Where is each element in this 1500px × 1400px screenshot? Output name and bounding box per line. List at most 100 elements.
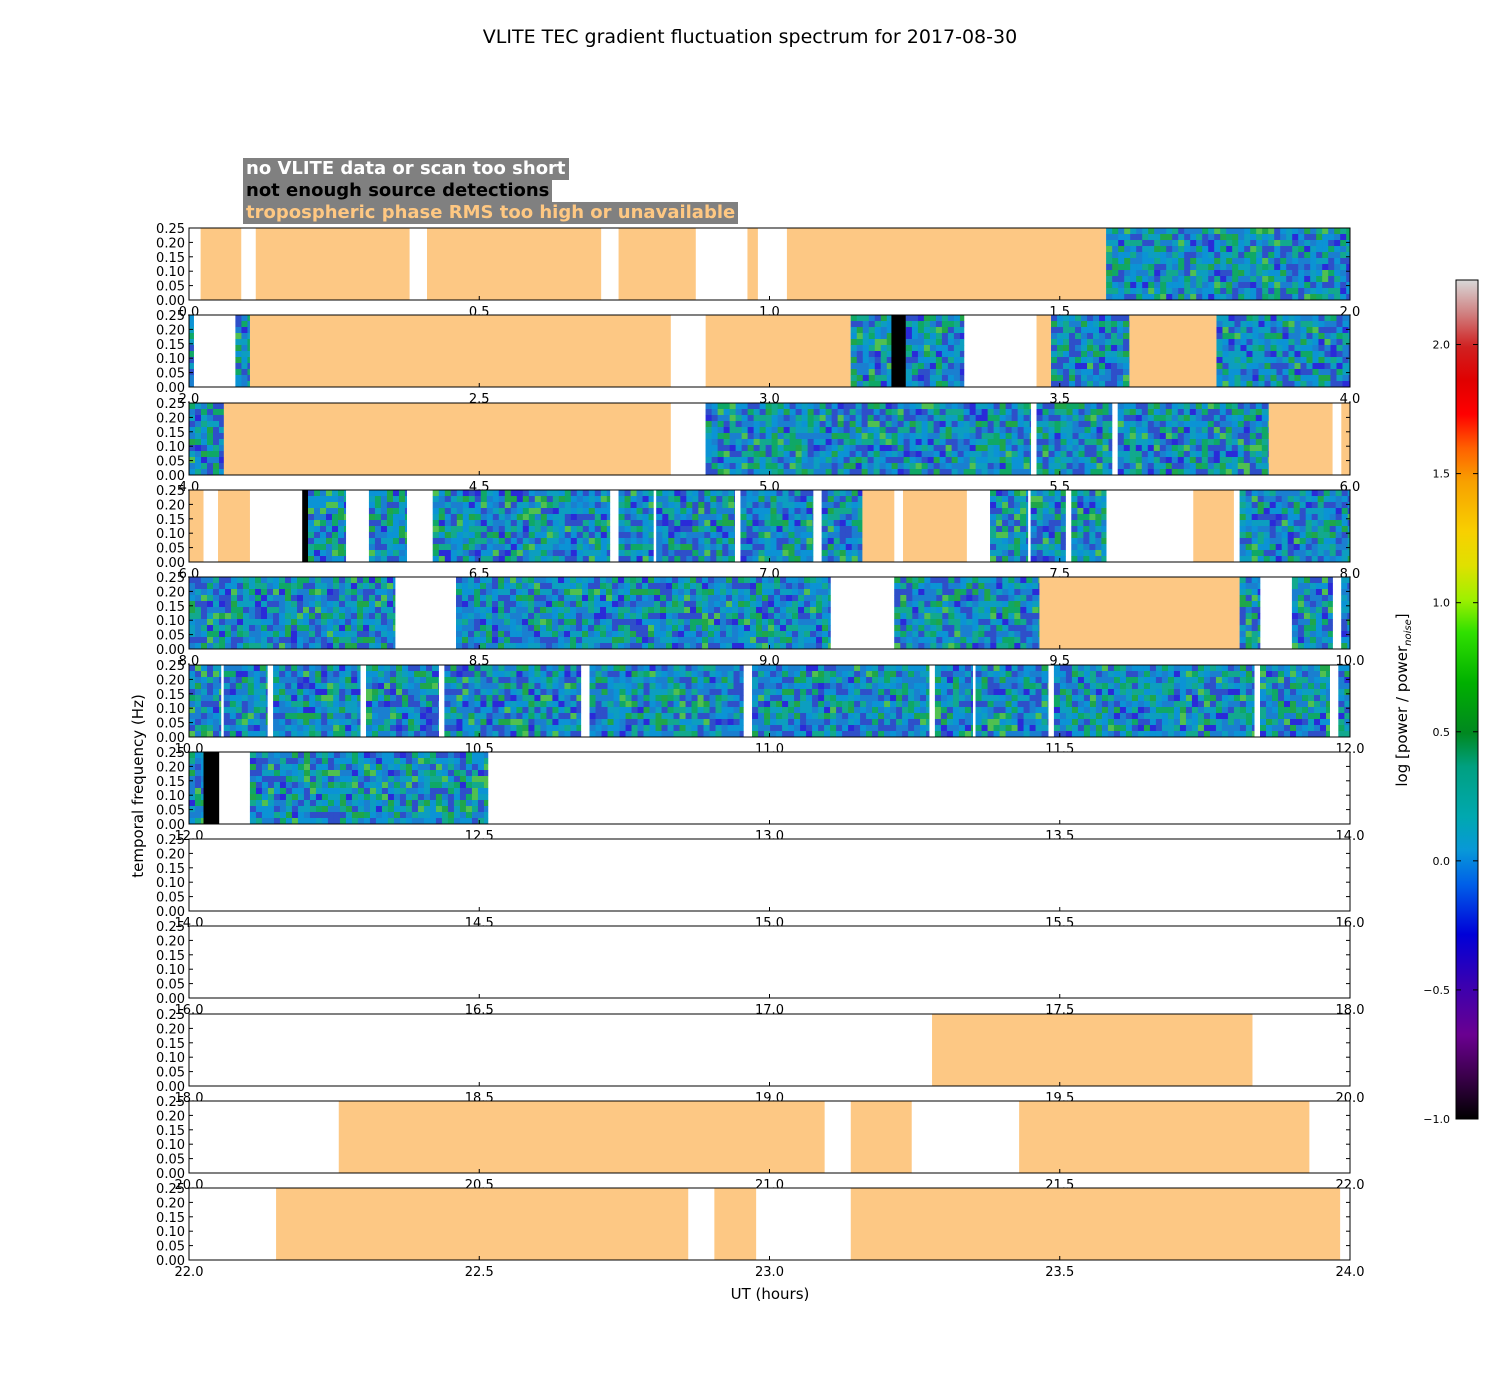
panel-row: 0.000.050.100.150.200.256.0 6.5 7.0 7.5 8.0: [156, 484, 1360, 582]
panel-row: 0.000.050.100.150.200.25 22.0 22.5 23.0 23.5…: [156, 1182, 1364, 1280]
x-axis-label: UT (hours): [731, 1285, 810, 1303]
y-tick-label: 0.00: [156, 992, 185, 1007]
y-tick-label: 0.00: [156, 556, 185, 571]
colorbar-tick-label: 0.0: [1433, 855, 1451, 868]
legend-no-data: no VLITE data or scan too short: [243, 158, 569, 180]
y-tick-label: 0.10: [156, 265, 185, 280]
spectrum-segment: [368, 490, 407, 563]
spectrum-segment: [1030, 490, 1066, 563]
y-tick-label: 0.15: [156, 949, 185, 964]
spectrum-segment: [975, 665, 1049, 738]
y-tick-label: 0.00: [156, 643, 185, 658]
no-detection-segment: [203, 752, 220, 824]
tropo-flag-segment: [1039, 577, 1240, 649]
y-tick-label: 0.10: [156, 1225, 185, 1240]
tropo-flag-segment: [932, 1014, 1253, 1086]
y-tick-label: 0.00: [156, 731, 185, 746]
panel-row: 0.000.050.100.150.200.258.0 8.5 9.0 9.5 10.0: [156, 571, 1364, 669]
spectrum-segment: [934, 665, 973, 738]
colorbar-label-end: ]: [1393, 613, 1411, 619]
spectrum-segment: [444, 665, 582, 738]
y-tick-label: 0.25: [156, 1182, 185, 1197]
panel-background: [189, 839, 1350, 911]
spectrum-segment: [249, 752, 489, 825]
spectrum-segment: [366, 665, 439, 738]
y-tick-label: 0.20: [156, 498, 185, 513]
y-tick-label: 0.00: [156, 469, 185, 484]
spectrum-segment: [1260, 665, 1330, 738]
tropo-flag-segment: [200, 228, 242, 300]
y-tick-label: 0.05: [156, 280, 185, 295]
spectrum-segment: [589, 665, 744, 738]
tropo-flag-segment: [862, 490, 895, 562]
y-tick-label: 0.25: [156, 833, 185, 848]
tropo-flag-segment: [223, 403, 671, 475]
tropo-flag-segment: [618, 228, 696, 300]
x-tick-label: 22.0: [175, 1265, 204, 1280]
spectrum-segment: [1216, 315, 1351, 388]
tropo-flag-segment: [1129, 315, 1217, 387]
spectrum-segment: [821, 490, 863, 563]
y-tick-label: 0.00: [156, 1254, 185, 1269]
tropo-flag-segment: [255, 228, 410, 300]
y-tick-label: 0.25: [156, 222, 185, 237]
x-tick-label: 22.5: [465, 1265, 494, 1280]
y-tick-label: 0.05: [156, 367, 185, 382]
y-tick-label: 0.10: [156, 876, 185, 891]
spectrum-segment: [432, 490, 611, 563]
y-tick-label: 0.10: [156, 527, 185, 542]
y-tick-label: 0.00: [156, 381, 185, 396]
y-tick-label: 0.10: [156, 789, 185, 804]
spectrum-segment: [1053, 665, 1255, 738]
tropo-flag-segment: [1341, 403, 1350, 475]
colorbar-label: log [power / powernoise]: [1393, 613, 1414, 786]
colorbar-tick-label: 1.5: [1433, 468, 1451, 481]
y-tick-label: 0.25: [156, 1095, 185, 1110]
colorbar-label-sub: noise: [1403, 619, 1414, 646]
y-tick-label: 0.25: [156, 659, 185, 674]
y-tick-label: 0.05: [156, 717, 185, 732]
y-tick-label: 0.05: [156, 804, 185, 819]
spectrum-segment: [1291, 577, 1333, 650]
legend-no-detections: not enough source detections: [243, 180, 553, 202]
tropo-flag-segment: [705, 315, 851, 387]
spectrum-segment: [656, 490, 735, 563]
y-tick-label: 0.00: [156, 818, 185, 833]
tropo-flag-segment: [1193, 490, 1234, 562]
spectrum-segment: [990, 490, 1029, 563]
y-tick-label: 0.20: [156, 411, 185, 426]
y-tick-label: 0.25: [156, 484, 185, 499]
spectrum-segment: [308, 490, 347, 563]
spectrum-segment: [1117, 403, 1270, 476]
colorbar-tick-label: −1.0: [1423, 1113, 1450, 1126]
spectrum-segment: [740, 490, 814, 563]
y-tick-label: 0.20: [156, 847, 185, 862]
y-tick-label: 0.05: [156, 629, 185, 644]
y-tick-label: 0.25: [156, 746, 185, 761]
spectrum-segment: [189, 665, 222, 738]
y-tick-label: 0.10: [156, 702, 185, 717]
y-tick-label: 0.10: [156, 1138, 185, 1153]
spectrum-segment: [189, 752, 204, 825]
spectrum-segment: [223, 665, 268, 738]
no-detection-segment: [302, 490, 309, 562]
y-tick-label: 0.05: [156, 891, 185, 906]
y-tick-label: 0.15: [156, 775, 185, 790]
y-tick-label: 0.00: [156, 905, 185, 920]
spectrum-segment: [1338, 665, 1351, 738]
y-tick-label: 0.25: [156, 920, 185, 935]
spectrum-segment: [1341, 577, 1351, 650]
tropo-flag-segment: [189, 490, 204, 562]
y-tick-label: 0.20: [156, 673, 185, 688]
y-tick-label: 0.20: [156, 323, 185, 338]
spectrum-segment: [1239, 577, 1261, 650]
tropo-flag-segment: [1268, 403, 1333, 475]
tropo-flag-segment: [747, 228, 758, 300]
